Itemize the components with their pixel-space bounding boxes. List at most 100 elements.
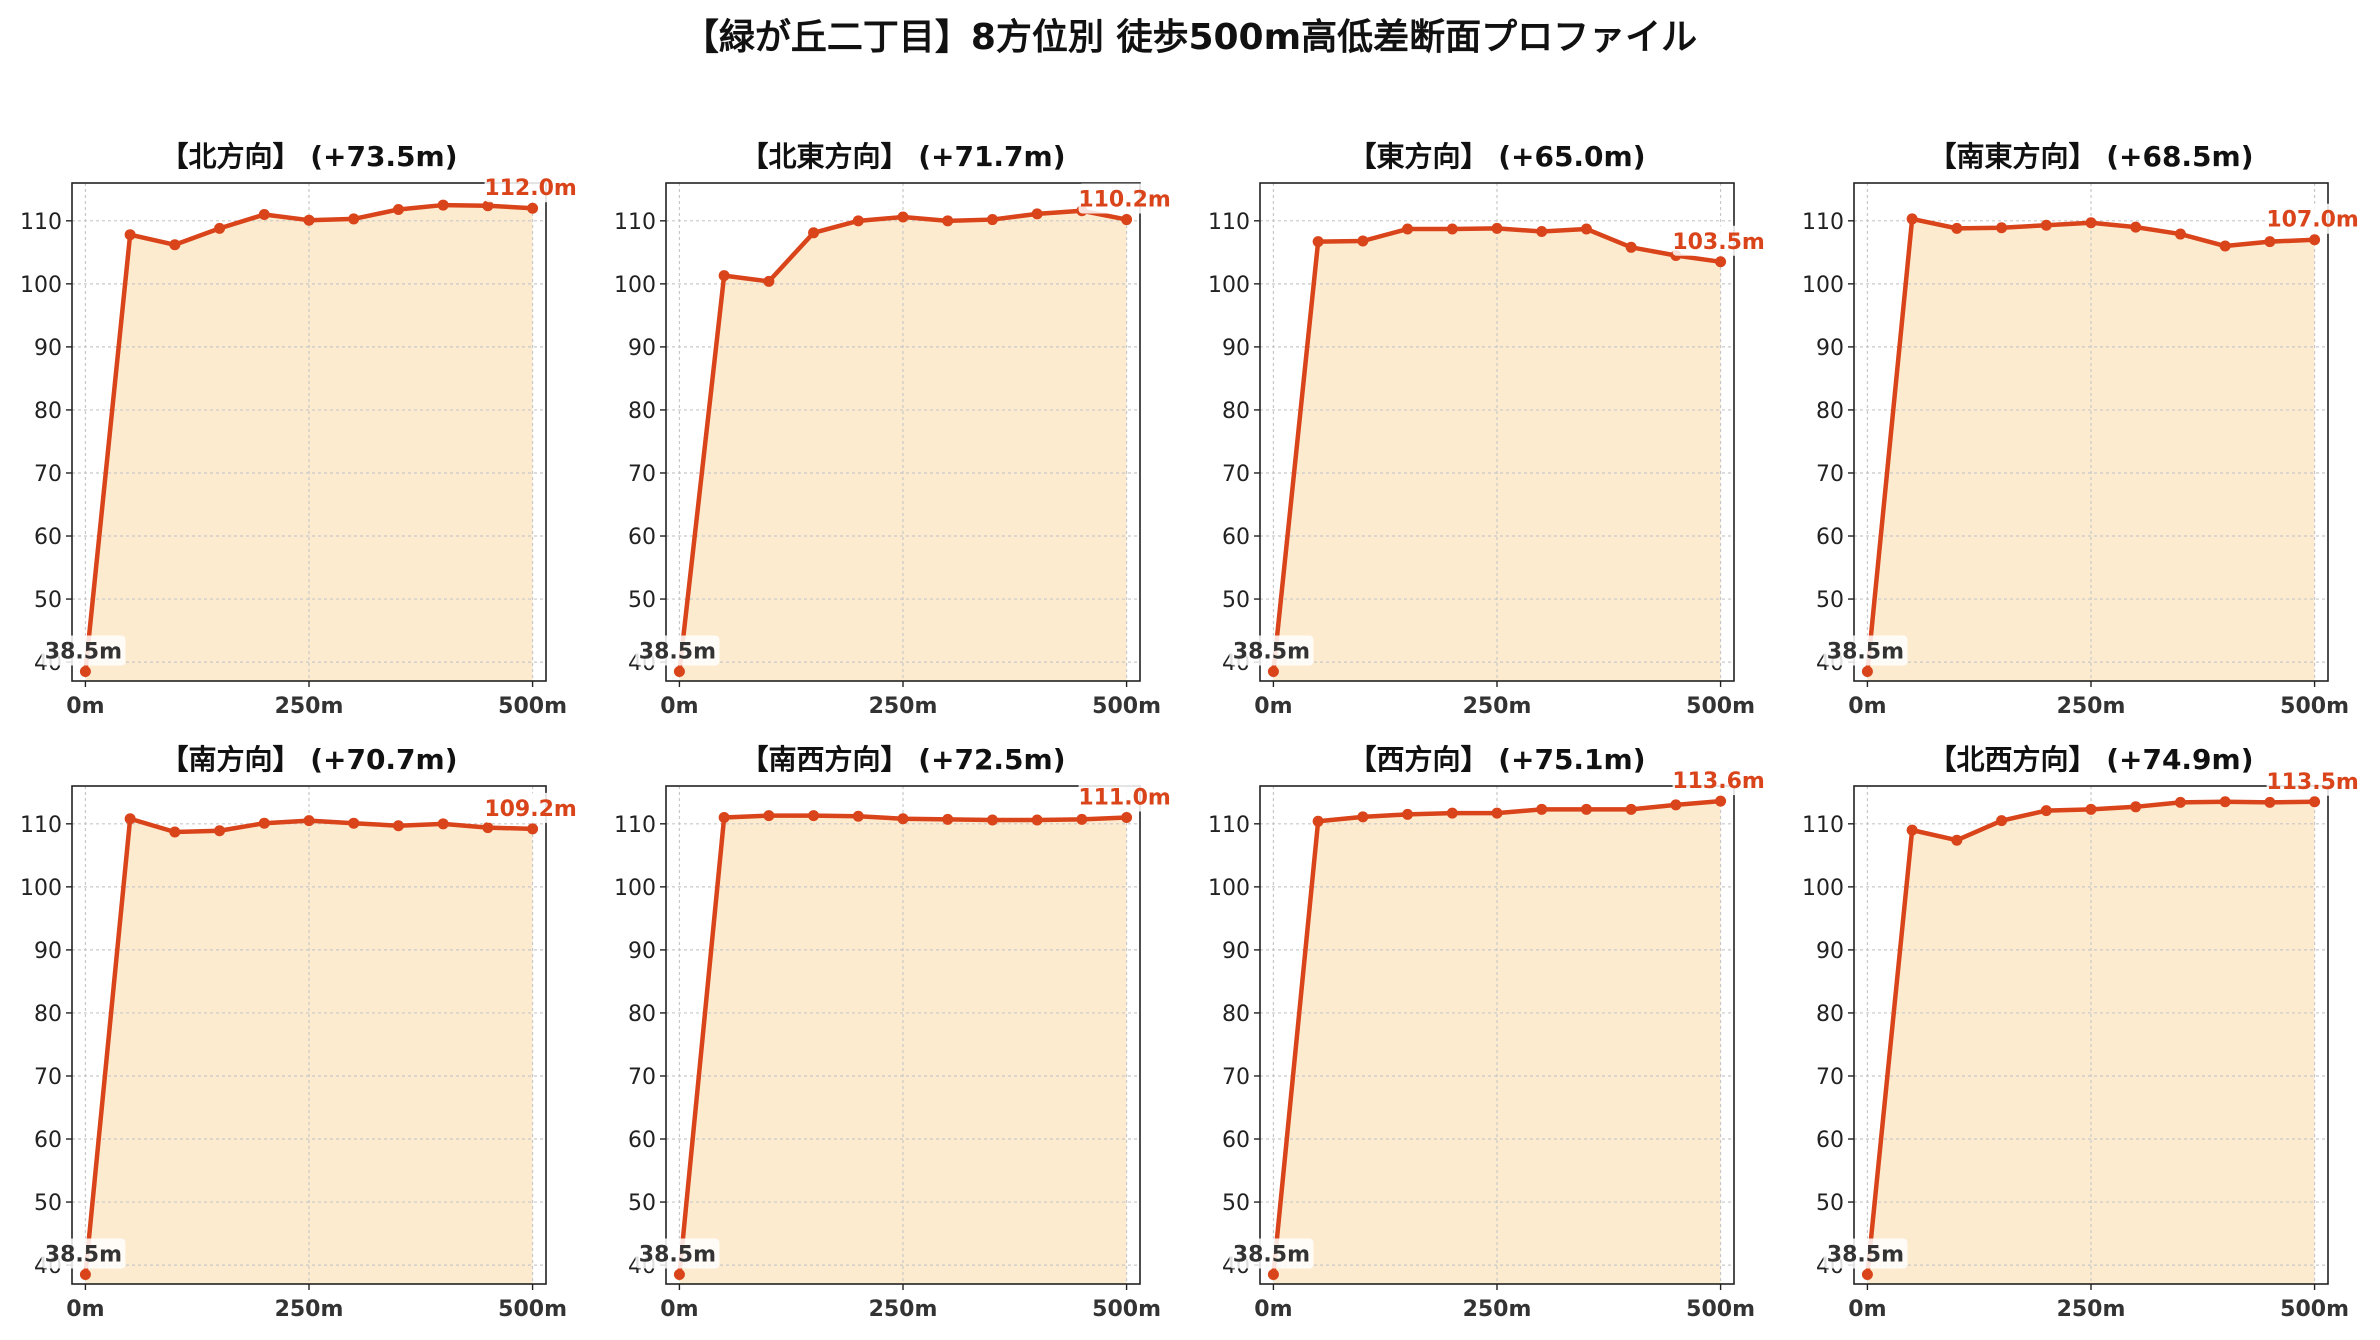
- y-tick-label: 70: [1816, 1065, 1844, 1090]
- data-point: [1715, 256, 1727, 268]
- data-point: [79, 666, 91, 678]
- data-point: [124, 813, 136, 825]
- panel-title: 【南東方向】 (+68.5m): [1928, 140, 2253, 173]
- start-label-bg: [1823, 635, 1908, 666]
- data-point: [437, 818, 449, 830]
- data-point: [437, 199, 449, 211]
- x-tick-label: 500m: [1686, 694, 1755, 719]
- x-tick-label: 0m: [66, 694, 104, 719]
- y-tick-label: 80: [1816, 399, 1844, 424]
- y-tick-label: 100: [20, 876, 62, 901]
- y-tick-label: 60: [34, 525, 62, 550]
- data-point: [2040, 805, 2052, 817]
- y-tick-label: 80: [34, 1002, 62, 1027]
- data-point: [303, 214, 315, 226]
- start-elevation-label: 38.5m: [1233, 640, 1310, 665]
- y-tick-label: 110: [1208, 813, 1250, 838]
- data-point: [214, 222, 226, 234]
- data-point: [258, 209, 270, 221]
- x-tick-label: 500m: [498, 1297, 567, 1322]
- y-tick-label: 70: [1816, 462, 1844, 487]
- y-tick-label: 70: [1222, 462, 1250, 487]
- data-point: [852, 810, 864, 822]
- start-elevation-label: 38.5m: [1233, 1243, 1310, 1268]
- data-point: [2219, 796, 2231, 808]
- data-point: [1906, 824, 1918, 836]
- panel-title: 【西方向】 (+75.1m): [1348, 743, 1645, 776]
- end-elevation-label: 112.0m: [484, 176, 577, 201]
- x-tick-label: 0m: [660, 1297, 698, 1322]
- data-point: [808, 227, 820, 239]
- data-point: [718, 270, 730, 282]
- end-label-bg: [2266, 203, 2363, 234]
- data-point: [986, 214, 998, 226]
- data-point: [763, 275, 775, 287]
- data-point: [1031, 814, 1043, 826]
- data-point: [763, 810, 775, 822]
- data-point: [1861, 666, 1873, 678]
- data-point: [482, 200, 494, 212]
- data-point: [986, 814, 998, 826]
- data-point: [852, 215, 864, 227]
- y-tick-label: 60: [34, 1128, 62, 1153]
- data-point: [673, 666, 685, 678]
- x-tick-label: 0m: [1254, 1297, 1292, 1322]
- data-point: [1536, 803, 1548, 815]
- x-tick-label: 250m: [869, 694, 938, 719]
- y-tick-label: 70: [34, 1065, 62, 1090]
- y-tick-label: 100: [20, 273, 62, 298]
- data-point: [2130, 221, 2142, 233]
- data-point: [1625, 241, 1637, 253]
- y-tick-label: 90: [628, 939, 656, 964]
- y-tick-label: 100: [1802, 876, 1844, 901]
- start-label-bg: [41, 635, 126, 666]
- y-tick-label: 90: [1222, 939, 1250, 964]
- y-tick-label: 50: [1816, 1191, 1844, 1216]
- data-point: [79, 1269, 91, 1281]
- end-label-bg: [484, 792, 581, 823]
- data-point: [2085, 803, 2097, 815]
- area-fill: [679, 210, 1127, 682]
- panel-title: 【北方向】 (+73.5m): [160, 140, 457, 173]
- start-label-bg: [635, 1238, 720, 1269]
- data-point: [214, 825, 226, 837]
- data-point: [1951, 834, 1963, 846]
- x-tick-label: 500m: [1092, 694, 1161, 719]
- y-tick-label: 50: [1222, 588, 1250, 613]
- data-point: [1446, 223, 1458, 235]
- chart-panel: 4050607080901001100m250m500m38.5m109.2m【…: [20, 743, 581, 1322]
- data-point: [348, 213, 360, 225]
- end-elevation-label: 103.5m: [1672, 230, 1765, 255]
- chart-panel: 4050607080901001100m250m500m38.5m107.0m【…: [1802, 140, 2363, 719]
- x-tick-label: 250m: [1463, 1297, 1532, 1322]
- end-label-bg: [2266, 765, 2363, 796]
- x-tick-label: 0m: [1848, 694, 1886, 719]
- y-tick-label: 80: [628, 399, 656, 424]
- end-elevation-label: 113.5m: [2266, 770, 2359, 795]
- data-point: [718, 812, 730, 824]
- end-elevation-label: 109.2m: [484, 797, 577, 822]
- data-point: [1996, 815, 2008, 827]
- data-point: [2264, 236, 2276, 248]
- data-point: [942, 813, 954, 825]
- data-point: [482, 822, 494, 834]
- chart-panel: 4050607080901001100m250m500m38.5m113.6m【…: [1208, 743, 1769, 1322]
- end-label-bg: [1672, 765, 1769, 796]
- start-label-bg: [1229, 1238, 1314, 1269]
- data-point: [1076, 813, 1088, 825]
- chart-panel: 4050607080901001100m250m500m38.5m111.0m【…: [614, 743, 1175, 1322]
- data-point: [527, 823, 539, 835]
- y-tick-label: 110: [1208, 210, 1250, 235]
- data-point: [1267, 1269, 1279, 1281]
- data-point: [942, 215, 954, 227]
- y-tick-label: 50: [628, 1191, 656, 1216]
- panel-title: 【北東方向】 (+71.7m): [740, 140, 1065, 173]
- y-tick-label: 50: [1816, 588, 1844, 613]
- area-fill: [1273, 801, 1721, 1284]
- data-point: [1402, 223, 1414, 235]
- data-point: [1267, 666, 1279, 678]
- data-point: [808, 810, 820, 822]
- y-tick-label: 110: [1802, 813, 1844, 838]
- x-tick-label: 250m: [1463, 694, 1532, 719]
- x-tick-label: 0m: [66, 1297, 104, 1322]
